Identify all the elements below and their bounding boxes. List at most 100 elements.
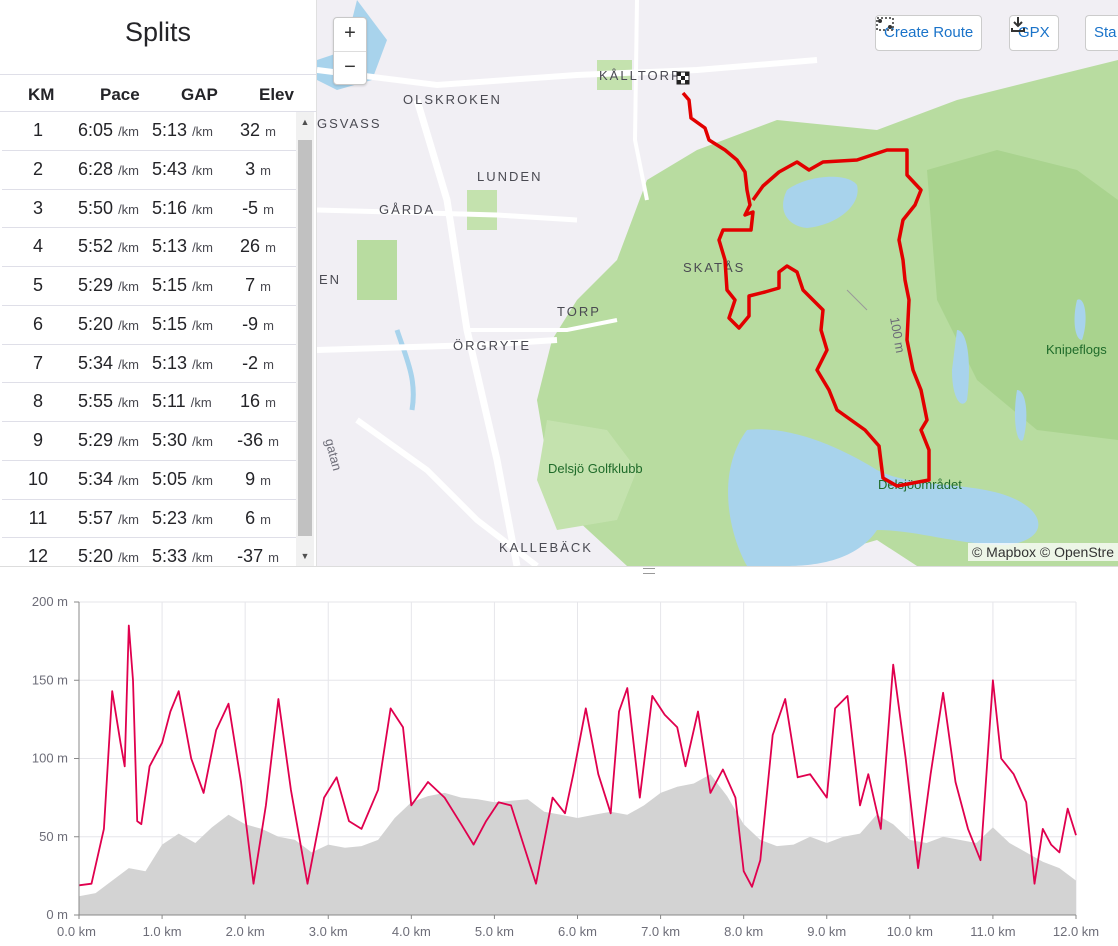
lake-small	[952, 330, 969, 404]
route-map[interactable]: KÅLLTORP OLSKROKEN GSVASS LUNDEN GÅRDA S…	[317, 0, 1118, 566]
elev-unit: m	[263, 317, 274, 333]
split-elev: -9 m	[230, 306, 286, 344]
split-row[interactable]: 5 5:29 /km 5:15 /km 7 m	[2, 267, 296, 306]
gap-unit: /km	[192, 317, 214, 333]
split-elev: 7 m	[230, 267, 286, 305]
gap-unit: /km	[192, 356, 214, 372]
route-line	[681, 91, 931, 488]
split-elev: -2 m	[230, 345, 286, 383]
split-gap-value: 5:13	[152, 236, 188, 257]
splits-table-body[interactable]: 1 6:05 /km 5:13 /km 32 m 2 6:28 /km 5:43 /km 3 …	[2, 112, 296, 566]
split-gap-value: 5:33	[152, 546, 188, 566]
create-route-label: Create Route	[884, 24, 974, 41]
drag-handle-icon[interactable]	[643, 568, 655, 574]
split-row[interactable]: 3 5:50 /km 5:16 /km -5 m	[2, 190, 296, 229]
split-elev-value: -36	[237, 430, 264, 450]
map-label-kalleback: KALLEBÄCK	[499, 540, 593, 555]
map-label-skatas: SKATÅS	[683, 260, 745, 275]
elevation-line-series	[78, 624, 1077, 888]
split-pace: 5:29 /km	[78, 267, 139, 305]
elevation-chart[interactable]: 0.0 km 1.0 km 2.0 km 3.0 km 4.0 km 5.0 km 6.0 …	[0, 577, 1118, 941]
create-route-button[interactable]: Create Route	[875, 15, 983, 51]
x-tick-label: 9.0 km	[807, 924, 846, 939]
split-pace: 5:55 /km	[78, 383, 139, 421]
split-row[interactable]: 11 5:57 /km 5:23 /km 6 m	[2, 500, 296, 539]
split-row[interactable]: 2 6:28 /km 5:43 /km 3 m	[2, 151, 296, 190]
map-third-button[interactable]: Sta	[1085, 15, 1118, 51]
split-gap-value: 5:43	[152, 158, 188, 179]
x-tick-label: 0.0 km	[57, 924, 96, 939]
split-km: 8	[32, 391, 43, 412]
split-pace-value: 5:34	[78, 352, 114, 373]
zoom-in-button[interactable]: +	[334, 18, 366, 52]
x-tick-label: 11.0 km	[970, 924, 1015, 939]
split-pace-value: 6:05	[78, 120, 114, 140]
gap-unit: /km	[192, 279, 214, 294]
map-label-street: gatan	[322, 437, 345, 472]
split-row[interactable]: 8 5:55 /km 5:11 /km 16 m	[2, 383, 296, 422]
split-elev-value: 6	[245, 507, 256, 528]
split-elev-value: 9	[245, 468, 256, 489]
zoom-out-button[interactable]: −	[344, 56, 356, 78]
split-row[interactable]: 10 5:34 /km 5:05 /km 9 m	[2, 461, 296, 500]
golf-area	[537, 420, 637, 530]
pace-unit: /km	[118, 201, 140, 217]
split-elev-value: -37	[237, 546, 264, 566]
contour-line	[846, 289, 868, 311]
split-row[interactable]: 12 5:20 /km 5:33 /km -37 m	[2, 538, 296, 566]
split-elev: 32 m	[230, 112, 286, 150]
scrollbar-thumb[interactable]	[298, 140, 312, 536]
elev-unit: m	[268, 550, 279, 566]
scroll-up-arrow-icon[interactable]: ▲	[300, 117, 310, 127]
split-km: 9	[32, 430, 43, 450]
gpx-download-button[interactable]: GPX	[1009, 15, 1059, 51]
split-pace-value: 5:55	[78, 391, 114, 412]
panel-resize-divider[interactable]	[0, 566, 1118, 577]
x-tick-label: 5.0 km	[475, 924, 514, 939]
forest-area-dark	[927, 150, 1118, 440]
road	[467, 318, 618, 332]
split-pace: 5:34 /km	[78, 345, 139, 383]
elev-unit: m	[265, 395, 276, 411]
elev-unit: m	[263, 201, 274, 217]
scroll-down-arrow-icon[interactable]: ▼	[300, 551, 310, 561]
split-pace-value: 5:57	[78, 507, 114, 528]
split-elev: 26 m	[230, 228, 286, 266]
split-row[interactable]: 1 6:05 /km 5:13 /km 32 m	[2, 112, 296, 151]
splits-scrollbar[interactable]: ▲ ▼	[296, 112, 314, 566]
gap-unit: /km	[192, 472, 214, 488]
split-gap: 5:11 /km	[152, 383, 212, 421]
split-row[interactable]: 7 5:34 /km 5:13 /km -2 m	[2, 345, 296, 384]
split-pace-value: 5:20	[78, 313, 114, 334]
gap-unit: /km	[192, 162, 214, 178]
split-km: 1	[32, 120, 43, 140]
map-label-lunden: LUNDEN	[477, 169, 542, 184]
map-canvas: KÅLLTORP OLSKROKEN GSVASS LUNDEN GÅRDA S…	[317, 0, 1118, 566]
map-attribution[interactable]: © Mapbox © OpenStre	[967, 543, 1118, 561]
split-elev: 3 m	[230, 151, 286, 189]
split-gap: 5:30 /km	[152, 422, 213, 460]
split-km: 11	[28, 507, 48, 528]
gpx-label: GPX	[1018, 24, 1050, 41]
split-pace: 6:28 /km	[78, 151, 139, 189]
split-gap: 5:05 /km	[152, 461, 213, 499]
split-row[interactable]: 6 5:20 /km 5:15 /km -9 m	[2, 306, 296, 345]
pace-unit: /km	[118, 550, 140, 566]
split-elev-value: 7	[245, 275, 256, 295]
map-third-label: Sta	[1094, 24, 1117, 41]
map-label-gsvass: GSVASS	[317, 116, 382, 131]
split-elev: 9 m	[230, 461, 286, 499]
y-tick-label: 200 m	[32, 594, 68, 609]
elev-unit: m	[260, 162, 271, 178]
elev-unit: m	[265, 124, 276, 139]
pace-unit: /km	[118, 434, 140, 449]
split-pace-value: 5:29	[78, 430, 114, 450]
split-pace: 5:34 /km	[78, 461, 139, 499]
split-gap: 5:13 /km	[152, 345, 213, 383]
split-pace-value: 5:52	[78, 236, 114, 257]
split-gap-value: 5:30	[152, 430, 188, 450]
split-elev: 6 m	[230, 500, 286, 538]
split-elev-value: 32	[240, 120, 261, 140]
split-row[interactable]: 4 5:52 /km 5:13 /km 26 m	[2, 228, 296, 267]
split-row[interactable]: 9 5:29 /km 5:30 /km -36 m	[2, 422, 296, 461]
